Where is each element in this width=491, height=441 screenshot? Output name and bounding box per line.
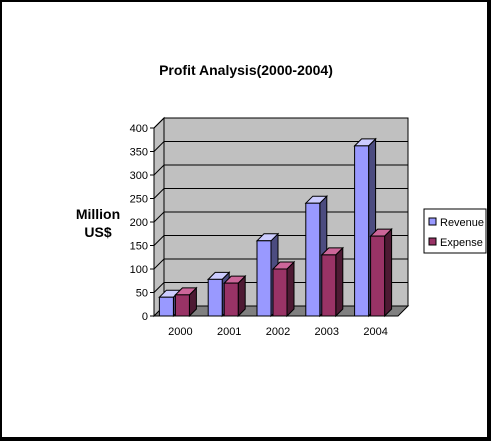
y-tick-label: 50 <box>136 288 148 300</box>
x-tick-label: 2001 <box>217 326 241 338</box>
y-tick-label: 350 <box>130 147 148 159</box>
gridline <box>153 164 408 176</box>
y-tick-label: 200 <box>130 217 148 229</box>
bar-expense <box>223 282 239 317</box>
y-tick-label: 0 <box>142 311 148 323</box>
y-tick-label: 400 <box>130 123 148 135</box>
bar-revenue <box>158 296 174 317</box>
legend: Revenue Expense <box>423 208 487 254</box>
bar-revenue <box>305 202 321 317</box>
legend-box <box>423 208 487 254</box>
x-tick-label: 2000 <box>168 326 192 338</box>
bar-revenue <box>256 240 272 317</box>
plot-area: 0 50 100 150 200 250 300 350 400 2000 2001 2002 2003… <box>130 116 410 338</box>
legend-label-expense: Expense <box>440 237 483 249</box>
chart-frame: Profit Analysis(2000-2004) Million US$ 0… <box>2 2 487 437</box>
bar-expense <box>370 235 386 317</box>
bar-revenue <box>354 145 370 317</box>
y-axis-label-line-2: US$ <box>84 224 111 240</box>
bar-expense-side <box>384 227 393 318</box>
y-tick-label: 100 <box>130 264 148 276</box>
bar-chart: Profit Analysis(2000-2004) Million US$ 0… <box>76 62 487 338</box>
y-axis-label-line-1: Million <box>76 206 120 222</box>
bar-revenue <box>207 278 223 317</box>
x-tick-label: 2002 <box>266 326 290 338</box>
bar-expense <box>272 268 288 317</box>
y-tick-label: 250 <box>130 194 148 206</box>
legend-swatch-revenue <box>428 217 437 226</box>
gridline <box>153 141 408 152</box>
x-tick-label: 2003 <box>315 326 339 338</box>
legend-swatch-expense <box>428 237 437 246</box>
gridline <box>153 117 408 129</box>
y-tick-label: 300 <box>130 170 148 182</box>
y-tick-label: 150 <box>130 241 148 253</box>
bar-expense-side <box>335 246 344 318</box>
gridline <box>153 188 408 199</box>
chart-title: Profit Analysis(2000-2004) <box>159 62 333 78</box>
legend-label-revenue: Revenue <box>440 217 484 229</box>
bar-expense <box>321 254 337 317</box>
bar-expense-side <box>286 260 295 318</box>
bar-expense <box>174 294 190 317</box>
x-tick-label: 2004 <box>363 326 387 338</box>
